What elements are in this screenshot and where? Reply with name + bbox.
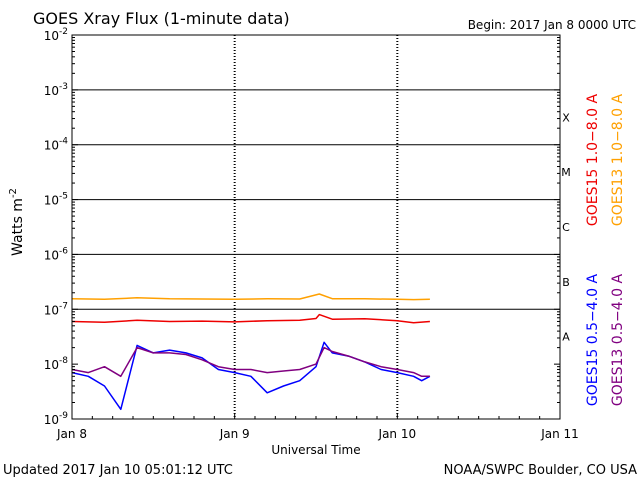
y-tick-label-exponent: -3 bbox=[59, 82, 68, 92]
y-axis-label: Watts m-2 bbox=[8, 188, 26, 256]
y-tick-label-exponent: -9 bbox=[59, 411, 68, 421]
y-tick-label: 10-6 bbox=[44, 246, 69, 262]
y-tick-label: 10-4 bbox=[44, 137, 69, 153]
y-tick-label-base: 10 bbox=[44, 194, 59, 208]
y-tick-label: 10-8 bbox=[44, 356, 69, 372]
series-group bbox=[71, 293, 431, 411]
y-tick-label-exponent: -7 bbox=[59, 301, 68, 311]
legend-entry: GOES15 1.0−8.0 A bbox=[585, 94, 601, 227]
y-axis-label-exponent: -2 bbox=[8, 188, 19, 198]
grid-lines bbox=[72, 35, 560, 419]
y-tick-label-base: 10 bbox=[44, 248, 59, 262]
y-tick-label-exponent: -6 bbox=[59, 246, 68, 256]
flare-class-labels: A B C M X bbox=[561, 111, 571, 343]
y-tick-label-exponent: -8 bbox=[59, 356, 68, 366]
y-tick-label: 10-3 bbox=[44, 82, 68, 98]
x-axis-label: Universal Time bbox=[271, 443, 360, 457]
legend: GOES15 1.0−8.0 A GOES13 1.0−8.0 A GOES15 0… bbox=[585, 94, 626, 407]
chart-title: GOES Xray Flux (1-minute data) bbox=[33, 9, 290, 28]
y-tick-label: 10-2 bbox=[44, 27, 68, 43]
series-line bbox=[71, 346, 430, 378]
y-tick-label-base: 10 bbox=[44, 303, 59, 317]
begin-label: Begin: 2017 Jan 8 0000 UTC bbox=[468, 18, 636, 32]
flare-class-label: B bbox=[562, 276, 570, 289]
y-tick-label: 10-5 bbox=[44, 192, 68, 208]
y-axis-label-base: Watts m bbox=[10, 198, 26, 256]
x-axis-ticks: Jan 8 Jan 9 Jan 10 Jan 11 bbox=[56, 413, 579, 441]
x-tick-label: Jan 11 bbox=[540, 427, 579, 441]
y-tick-label-base: 10 bbox=[44, 358, 59, 372]
series-line bbox=[71, 293, 430, 301]
legend-entry: GOES15 0.5−4.0 A bbox=[585, 274, 601, 407]
flare-class-label: C bbox=[562, 221, 570, 234]
flare-class-label: X bbox=[562, 111, 570, 124]
credit-label: NOAA/SWPC Boulder, CO USA bbox=[444, 463, 637, 478]
flare-class-label: A bbox=[562, 331, 570, 344]
y-axis-ticks: 10-910-810-710-610-510-410-310-2 bbox=[44, 27, 560, 427]
y-tick-label: 10-7 bbox=[44, 301, 68, 317]
legend-entry: GOES13 1.0−8.0 A bbox=[610, 94, 626, 227]
series-line bbox=[71, 313, 430, 324]
flare-class-label: M bbox=[561, 166, 571, 179]
y-tick-label-base: 10 bbox=[44, 29, 59, 43]
y-tick-label-base: 10 bbox=[44, 139, 59, 153]
y-tick-label-exponent: -4 bbox=[59, 137, 68, 147]
series-line bbox=[71, 341, 431, 411]
y-tick-label-exponent: -2 bbox=[59, 27, 68, 37]
x-tick-label: Jan 9 bbox=[219, 427, 250, 441]
y-tick-label: 10-9 bbox=[44, 411, 69, 427]
y-tick-label-base: 10 bbox=[44, 84, 59, 98]
x-tick-label: Jan 8 bbox=[56, 427, 87, 441]
updated-timestamp: Updated 2017 Jan 10 05:01:12 UTC bbox=[3, 463, 233, 478]
legend-entry: GOES13 0.5−4.0 A bbox=[610, 274, 626, 407]
y-tick-label-exponent: -5 bbox=[59, 192, 68, 202]
y-tick-label-base: 10 bbox=[44, 413, 59, 427]
x-tick-label: Jan 10 bbox=[378, 427, 417, 441]
